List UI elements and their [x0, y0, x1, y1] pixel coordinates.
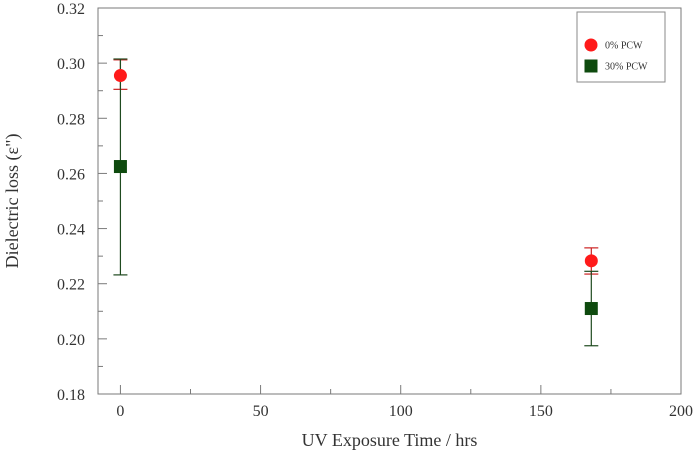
y-tick-label: 0.28	[57, 111, 85, 128]
y-tick-label: 0.22	[57, 277, 85, 294]
y-tick-label: 0.26	[57, 166, 85, 183]
x-tick-label: 100	[389, 403, 413, 420]
y-tick-label: 0.30	[57, 56, 85, 73]
y-tick-label: 0.20	[57, 332, 85, 349]
x-axis: 0 50 100 150 200	[116, 385, 693, 420]
legend-marker-square	[584, 59, 598, 73]
x-tick-label: 50	[253, 403, 269, 420]
y-axis-title: Dielectric loss (ε")	[2, 134, 23, 269]
y-tick-label: 0.32	[57, 1, 85, 18]
x-tick-label: 150	[529, 403, 553, 420]
y-tick-label: 0.18	[57, 387, 85, 404]
x-tick-label: 200	[669, 403, 693, 420]
x-tick-label: 0	[116, 403, 124, 420]
legend-label: 30% PCW	[605, 62, 648, 73]
data-point	[113, 160, 127, 174]
y-axis: 0.18 0.20 0.22 0.24 0.26 0.28 0.30 0.32	[57, 1, 107, 404]
legend-label: 0% PCW	[605, 41, 643, 52]
x-axis-title: UV Exposure Time / hrs	[302, 430, 478, 450]
legend-marker-circle	[584, 38, 598, 52]
data-series	[113, 58, 599, 347]
data-point	[584, 254, 598, 268]
data-point	[113, 69, 127, 83]
legend: 0% PCW 30% PCW	[576, 11, 666, 83]
data-point	[584, 302, 598, 316]
y-tick-label: 0.24	[57, 222, 85, 239]
